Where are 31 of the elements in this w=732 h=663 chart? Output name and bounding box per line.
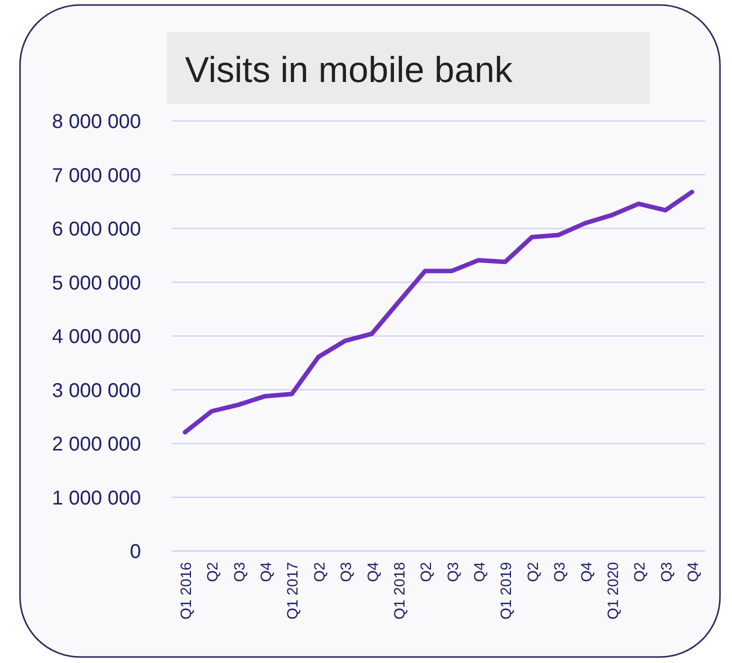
x-tick-label: Q3 [231, 562, 248, 582]
x-tick-label: Q1 2018 [391, 562, 408, 620]
x-tick-label: Q4 [578, 562, 596, 582]
x-tick-label: Q3 [552, 562, 569, 582]
y-tick-label: 4 000 000 [52, 326, 141, 348]
y-tick-label: 7 000 000 [52, 164, 141, 187]
y-tick-label: 1 000 000 [52, 487, 141, 510]
x-tick-label: Q3 [658, 562, 676, 582]
x-tick-label: Q4 [364, 562, 382, 582]
x-tick-label: Q1 2019 [498, 562, 516, 620]
y-tick-label: 6 000 000 [52, 218, 141, 240]
line-series [182, 190, 694, 434]
x-tick-label: Q1 2020 [604, 562, 622, 620]
y-tick-label: 3 000 000 [52, 380, 141, 402]
x-tick-label: Q4 [685, 562, 702, 582]
y-tick-label: 5 000 000 [52, 272, 141, 294]
y-tick-label: 2 000 000 [52, 434, 141, 456]
x-tick-label: Q2 [524, 562, 542, 582]
x-tick-label: Q2 [632, 562, 649, 582]
x-tick-label: Q3 [338, 562, 356, 582]
y-tick-label: 8 000 000 [52, 111, 141, 133]
x-tick-label: Q4 [258, 562, 276, 582]
y-tick-label: 0 [130, 541, 141, 563]
x-tick-label: Q3 [444, 562, 462, 582]
x-tick-label: Q1 2016 [178, 562, 195, 620]
x-tick-label: Q2 [311, 562, 328, 582]
x-tick-label: Q1 2017 [284, 562, 302, 620]
x-tick-label: Q4 [472, 562, 489, 582]
x-tick-label: Q2 [418, 562, 436, 582]
chart-title: Visits in mobile bank [185, 49, 514, 90]
x-tick-label: Q2 [204, 562, 222, 582]
